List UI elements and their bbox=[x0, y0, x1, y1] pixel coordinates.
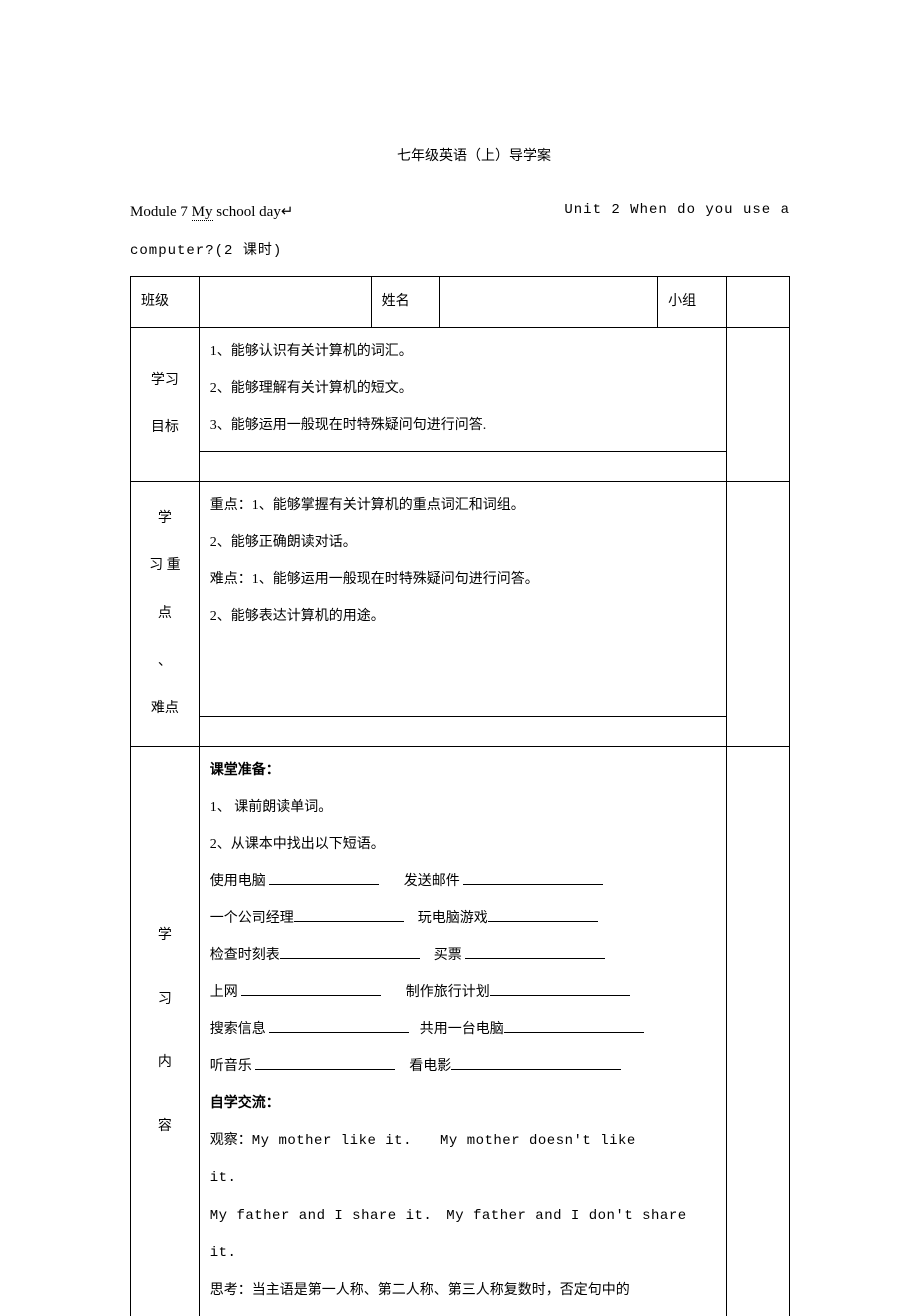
name-value[interactable] bbox=[440, 277, 658, 328]
lesson-table: 班级 姓名 小组 学习 目标 1、能够认识有关计算机的词汇。 2、能够理解有关计… bbox=[130, 276, 790, 1316]
focus-row-1: 学 习 重 点 、 难点 重点：1、能够掌握有关计算机的重点词汇和词组。 2、能… bbox=[131, 481, 790, 716]
goals-row-2 bbox=[131, 451, 790, 481]
goals-row-1: 学习 目标 1、能够认识有关计算机的词汇。 2、能够理解有关计算机的短文。 3、… bbox=[131, 327, 790, 451]
name-label: 姓名 bbox=[371, 277, 440, 328]
focus-right bbox=[726, 481, 789, 746]
goals-empty bbox=[199, 451, 726, 481]
study-content: 课堂准备： 1、 课前朗读单词。 2、从课本中找出以下短语。 使用电脑 发送邮件… bbox=[199, 746, 726, 1316]
computer-line: computer?(2 课时) bbox=[130, 235, 790, 269]
study-right bbox=[726, 746, 789, 1316]
module-line: Module 7 My school day↵ Unit 2 When do y… bbox=[130, 194, 790, 230]
module-text: Module 7 My school day↵ bbox=[130, 194, 293, 230]
group-value[interactable] bbox=[726, 277, 789, 328]
focus-label: 学 习 重 点 、 难点 bbox=[131, 481, 200, 746]
group-label: 小组 bbox=[658, 277, 727, 328]
goals-content: 1、能够认识有关计算机的词汇。 2、能够理解有关计算机的短文。 3、能够运用一般… bbox=[199, 327, 726, 451]
page-title: 七年级英语（上）导学案 bbox=[130, 140, 790, 174]
focus-row-2 bbox=[131, 716, 790, 746]
header-row: 班级 姓名 小组 bbox=[131, 277, 790, 328]
study-label: 学 习 内 容 bbox=[131, 746, 200, 1316]
unit-text: Unit 2 When do you use a bbox=[564, 194, 790, 228]
class-label: 班级 bbox=[131, 277, 200, 328]
goals-label: 学习 目标 bbox=[131, 327, 200, 481]
class-value[interactable] bbox=[199, 277, 371, 328]
study-row: 学 习 内 容 课堂准备： 1、 课前朗读单词。 2、从课本中找出以下短语。 使… bbox=[131, 746, 790, 1316]
focus-empty bbox=[199, 716, 726, 746]
focus-content: 重点：1、能够掌握有关计算机的重点词汇和词组。 2、能够正确朗读对话。 难点：1… bbox=[199, 481, 726, 716]
goals-right bbox=[726, 327, 789, 481]
